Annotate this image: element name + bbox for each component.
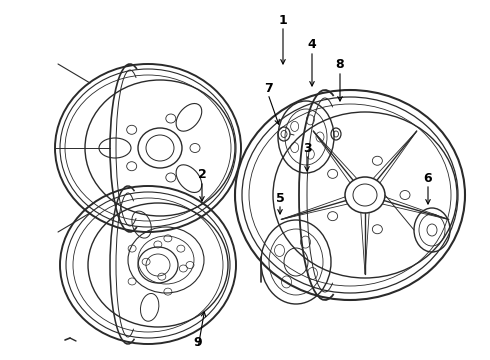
Text: 4: 4 xyxy=(308,39,317,51)
Text: 7: 7 xyxy=(264,81,272,94)
Text: 8: 8 xyxy=(336,58,344,72)
Text: 1: 1 xyxy=(279,13,287,27)
Text: 2: 2 xyxy=(197,168,206,181)
Text: 9: 9 xyxy=(194,336,202,348)
Text: 6: 6 xyxy=(424,171,432,184)
Text: 3: 3 xyxy=(303,141,311,154)
Text: 5: 5 xyxy=(275,192,284,204)
